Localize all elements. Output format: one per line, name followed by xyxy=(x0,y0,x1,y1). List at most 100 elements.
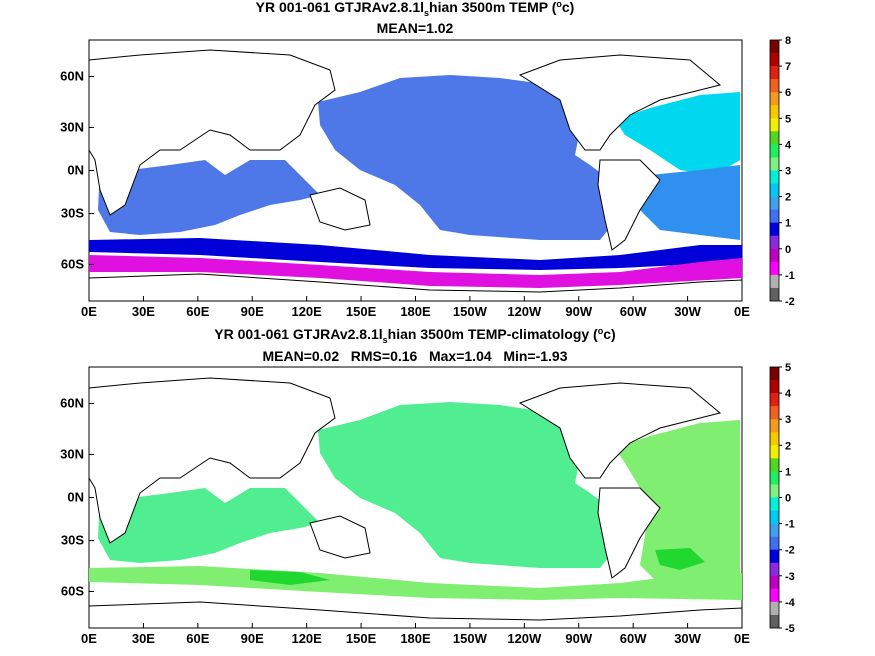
colorbar-label: 4 xyxy=(785,139,792,151)
colorbar-swatch xyxy=(770,562,779,577)
x-tick-label: 30E xyxy=(132,631,155,646)
colorbar-swatch xyxy=(770,248,779,263)
y-tick-label: 60N xyxy=(60,396,84,411)
x-tick-label: 90W xyxy=(565,631,592,646)
x-axis-ticks: 0E 30E 60E 90E 120E 150E 180E 150W 120W 90W 60W 30W… xyxy=(81,296,750,319)
diff-fill-southern-strong xyxy=(250,548,705,585)
y-tick-label: 0N xyxy=(67,490,84,505)
x-tick-label: 120E xyxy=(291,304,322,319)
x-tick-label: 90E xyxy=(241,631,264,646)
colorbar-label: -2 xyxy=(785,296,795,308)
x-tick-label: 0E xyxy=(734,304,750,319)
x-tick-label: 120W xyxy=(507,304,542,319)
x-tick-label: 0E xyxy=(81,631,97,646)
x-tick-label: 90E xyxy=(241,304,264,319)
colorbar-label: -1 xyxy=(785,270,795,282)
colorbar-swatch xyxy=(770,575,779,590)
diff-fill-atlantic xyxy=(615,420,740,600)
colorbar-swatch xyxy=(770,432,779,446)
colorbar-label: -2 xyxy=(785,545,795,557)
y-tick-label: 30S xyxy=(61,533,84,548)
land-australia xyxy=(309,515,371,559)
land-eurasia-africa xyxy=(88,377,336,544)
colorbar-swatch xyxy=(770,510,779,524)
y-tick-label: 60N xyxy=(60,69,84,84)
colorbar-swatch xyxy=(770,287,779,302)
colorbar-label: 1 xyxy=(785,466,791,478)
colorbar-swatch xyxy=(770,105,779,119)
x-tick-label: 30W xyxy=(674,304,701,319)
colorbar-swatch xyxy=(770,157,779,171)
x-tick-label: 180E xyxy=(400,631,431,646)
land-americas xyxy=(518,382,722,579)
panel-top: YR 001-061 GTJRAv2.8.1lshian 3500m TEMP … xyxy=(60,0,795,319)
land-australia xyxy=(309,187,371,231)
x-tick-label: 0E xyxy=(734,631,750,646)
colorbar-swatch xyxy=(770,118,779,132)
colorbar-label: -3 xyxy=(785,571,795,583)
map-area xyxy=(88,366,743,629)
colorbar-swatch xyxy=(770,393,779,407)
colorbar-label: 1 xyxy=(785,218,791,230)
land-americas xyxy=(518,54,722,251)
x-tick-label: 150W xyxy=(453,631,488,646)
ocean-fill-pacific xyxy=(318,75,612,240)
colorbar-swatch xyxy=(770,471,779,485)
diff-fill-pacific xyxy=(318,402,612,568)
colorbar-swatch xyxy=(770,196,779,210)
colorbar-swatch xyxy=(770,92,779,106)
colorbar-label: 7 xyxy=(785,61,791,73)
colorbar-label: 3 xyxy=(785,166,791,178)
y-tick-label: 30N xyxy=(60,119,84,134)
y-tick-label: 0N xyxy=(67,163,84,178)
y-tick-label: 30N xyxy=(60,446,84,461)
x-axis-ticks: 0E 30E 60E 90E 120E 150E 180E 150W 120W 90W 60W 30W… xyxy=(81,623,750,646)
colorbar: 5 4 3 2 1 0 -1 -2 -3 -4 -5 xyxy=(769,362,796,635)
continents xyxy=(88,377,743,629)
panel-title: YR 001-061 GTJRAv2.8.1lshian 3500m TEMP-… xyxy=(214,326,615,345)
continents xyxy=(88,49,743,302)
colorbar-swatch xyxy=(770,261,779,276)
colorbar-swatch xyxy=(770,66,779,80)
colorbar-swatch xyxy=(770,497,779,511)
colorbar-swatch xyxy=(770,209,779,223)
colorbar-swatch xyxy=(770,53,779,67)
colorbar-swatch xyxy=(770,274,779,289)
ocean-fill-southern-magenta xyxy=(89,255,742,288)
colorbar-label: -1 xyxy=(785,519,795,531)
ocean-fill-indian xyxy=(98,160,320,235)
colorbar-swatch xyxy=(770,183,779,197)
colorbar-swatch xyxy=(770,380,779,394)
colorbar-label: 4 xyxy=(785,388,792,400)
colorbar-swatch xyxy=(770,79,779,93)
colorbar-swatch xyxy=(770,170,779,184)
colorbar-swatch xyxy=(770,40,779,54)
colorbar-label: -4 xyxy=(785,597,796,609)
colorbar-swatch xyxy=(770,144,779,158)
colorbar-swatch xyxy=(770,601,779,616)
colorbar-label: 6 xyxy=(785,87,791,99)
ocean-fill-atlantic xyxy=(615,92,740,175)
colorbar-swatch xyxy=(770,406,779,420)
x-tick-label: 30W xyxy=(674,631,701,646)
colorbar-label: 2 xyxy=(785,192,791,204)
x-tick-label: 60E xyxy=(186,631,209,646)
colorbar: 8 7 6 5 4 3 2 1 0 -1 -2 xyxy=(769,35,795,308)
colorbar-swatch xyxy=(770,484,779,498)
colorbar-label: 8 xyxy=(785,35,791,47)
colorbar-swatch xyxy=(770,419,779,433)
y-tick-label: 60S xyxy=(61,256,84,271)
colorbar-label: 0 xyxy=(785,244,791,256)
colorbar-label: 5 xyxy=(785,362,791,374)
colorbar-swatch xyxy=(770,235,779,250)
y-axis-ticks: 60N 30N 0N 30S 60S xyxy=(60,69,94,271)
colorbar-label: 2 xyxy=(785,440,791,452)
x-tick-label: 60W xyxy=(620,304,647,319)
x-tick-label: 30E xyxy=(132,304,155,319)
land-eurasia-africa xyxy=(88,49,336,216)
panel-stats: MEAN=1.02 xyxy=(377,20,454,36)
colorbar-swatch xyxy=(770,367,779,381)
x-tick-label: 150E xyxy=(346,304,377,319)
x-tick-label: 0E xyxy=(81,304,97,319)
